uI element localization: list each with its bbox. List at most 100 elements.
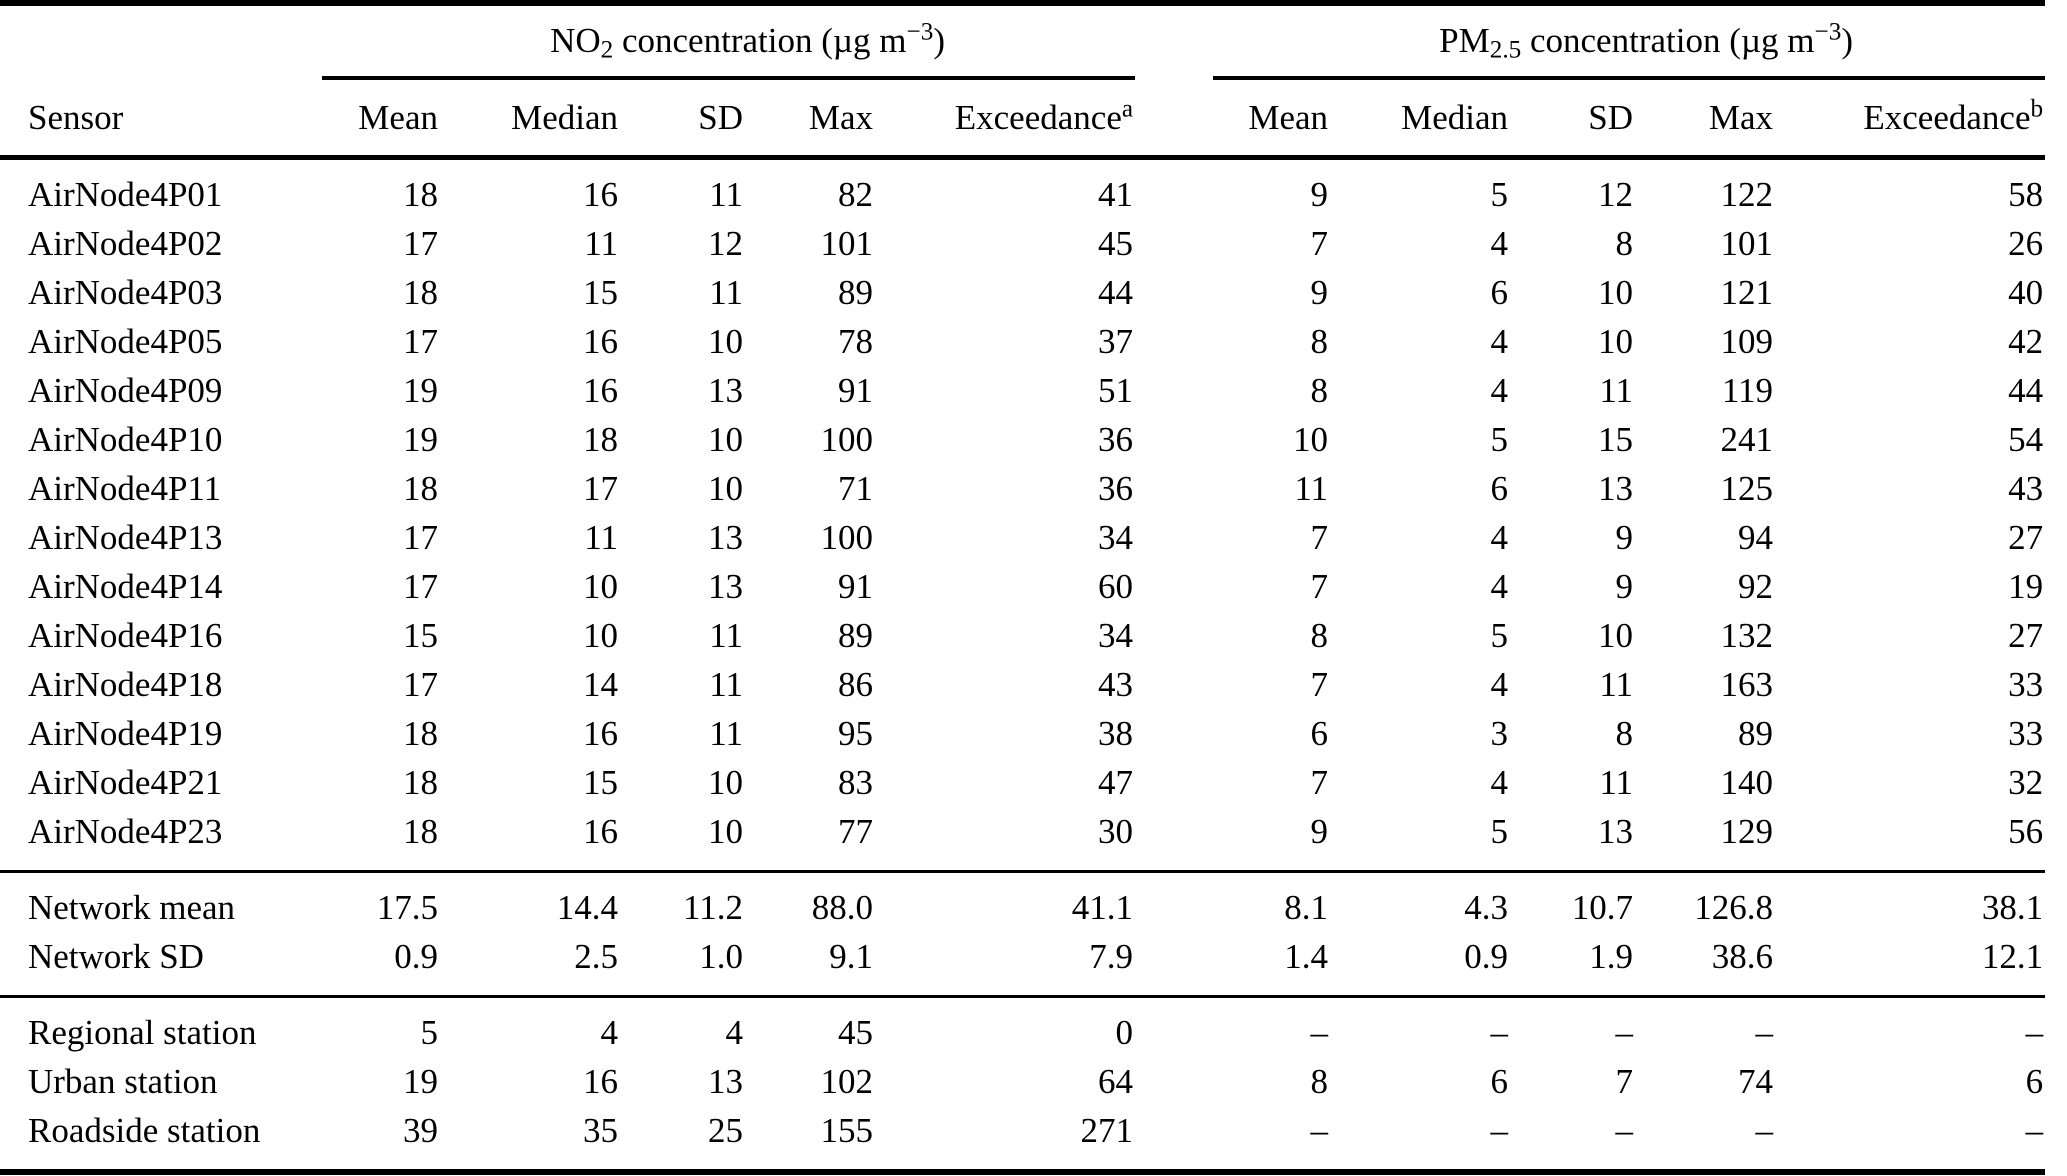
- cell: 4: [620, 995, 745, 1057]
- cell: 271: [1080, 1111, 1134, 1150]
- row-label: Network mean: [0, 870, 310, 932]
- cell: 10: [708, 469, 743, 508]
- cell: 36: [1098, 420, 1134, 459]
- cell: 26: [2008, 224, 2044, 263]
- table-row: Regional station 5 4 4 45 0– – – – –: [0, 995, 2046, 1057]
- cell: 42: [2008, 322, 2044, 361]
- pm25-group-rule: [1213, 76, 2046, 80]
- cell: 13: [1598, 812, 1634, 851]
- cell: 18: [403, 812, 438, 851]
- cell: 4: [1490, 567, 1509, 606]
- cell: 43: [2008, 469, 2044, 508]
- table-row: AirNode4P16 15 10 11 89 34 8 5 10 132 27: [0, 611, 2045, 660]
- cell: 71: [838, 469, 873, 508]
- pm25-subscript: 2.5: [1489, 36, 1522, 64]
- cell: –: [1755, 1111, 1774, 1150]
- cell: 7: [1310, 665, 1329, 704]
- cell: 38: [1098, 714, 1134, 753]
- cell: 5: [310, 995, 440, 1057]
- cell: 14.4: [440, 870, 620, 932]
- table-row: Network mean 17.5 14.4 11.2 88.0 41.1 8.1 4.3 10…: [0, 870, 2046, 932]
- cell: 163: [1720, 665, 1774, 704]
- cell: 44: [2008, 371, 2044, 410]
- sensor-name: AirNode4P14: [28, 567, 223, 606]
- no2-label: NO: [550, 21, 601, 60]
- cell: 41.1: [875, 870, 1136, 932]
- cell: 34: [1098, 616, 1134, 655]
- cell: 16: [583, 322, 618, 361]
- no2-subscript: 2: [600, 36, 614, 64]
- cell: 126.8: [1635, 870, 1776, 932]
- cell: 0: [875, 995, 1136, 1057]
- cell: 56: [2008, 812, 2044, 851]
- cell: 8: [1310, 1062, 1329, 1101]
- cell: 125: [1720, 469, 1774, 508]
- table-row: AirNode4P01 18 16 11 82 41 9 5 12 122 58: [0, 158, 2045, 220]
- cell: 47: [1098, 763, 1134, 802]
- sensor-rows-section: AirNode4P01 18 16 11 82 41 9 5 12 122 58 AirNode4P…: [0, 158, 2045, 872]
- cell: 8: [1310, 322, 1329, 361]
- cell: 8.1: [1135, 870, 1331, 932]
- cell: 11: [1599, 371, 1634, 410]
- row-label: Roadside station: [28, 1111, 261, 1150]
- cell: 77: [838, 812, 873, 851]
- cell: 129: [1720, 812, 1774, 851]
- table-row: Network SD 0.9 2.5 1.0 9.1 7.9 1.4 0.9 1.9 38.6 12…: [0, 932, 2045, 997]
- cell: 19: [403, 420, 438, 459]
- cell: 11: [709, 616, 743, 655]
- cell: 36: [1098, 469, 1134, 508]
- pm25-units-text: concentration (µg m: [1521, 21, 1815, 60]
- cell: 7: [1310, 224, 1329, 263]
- cell: 89: [1738, 714, 1774, 753]
- cell: 11: [584, 224, 618, 263]
- table-row: AirNode4P19 18 16 11 95 38 6 3 8 89 33: [0, 709, 2045, 758]
- cell: 17: [583, 469, 618, 508]
- pm25-exceedance-label: Exceedance: [1863, 97, 2031, 137]
- cell: –: [1635, 995, 1776, 1057]
- cell: 9: [1615, 518, 1634, 557]
- network-summary-section: Network mean 17.5 14.4 11.2 88.0 41.1 8.1 4.3 10…: [0, 870, 2046, 997]
- cell: 92: [1738, 567, 1774, 606]
- column-header-row: Sensor Mean Median SD Max Exceedancea Me…: [0, 80, 2046, 160]
- cell: 155: [820, 1111, 874, 1150]
- cell: 0.9: [1464, 937, 1509, 976]
- cell: 45: [1098, 224, 1134, 263]
- cell: 11: [1599, 665, 1634, 704]
- cell: 119: [1721, 371, 1774, 410]
- pm25-label: PM: [1439, 21, 1490, 60]
- cell: 11: [709, 175, 743, 214]
- pm25-units-close: ): [1841, 21, 1853, 60]
- cell: 8: [1310, 616, 1329, 655]
- col-header-pm25-max: Max: [1635, 80, 1776, 160]
- col-header-no2-exceedance: Exceedancea: [875, 80, 1136, 160]
- cell: 100: [820, 518, 874, 557]
- cell: 40: [2008, 273, 2044, 312]
- cell: 6: [2025, 1062, 2044, 1101]
- group-header-row: NO2 concentration (µg m−3) PM2.5 concent…: [0, 3, 2045, 76]
- no2-exponent: −3: [906, 18, 934, 46]
- cell: 4: [1490, 322, 1509, 361]
- cell: 13: [708, 567, 743, 606]
- cell: 95: [838, 714, 873, 753]
- cell: 11.2: [620, 870, 745, 932]
- cell: 10: [1598, 273, 1634, 312]
- cell: 32: [2008, 763, 2044, 802]
- cell: –: [1775, 995, 2046, 1057]
- cell: 91: [838, 567, 873, 606]
- cell: 19: [403, 1062, 438, 1101]
- table-row: AirNode4P11 18 17 10 71 36 11 6 13 125 43: [0, 464, 2045, 513]
- cell: 9: [1310, 273, 1329, 312]
- cell: –: [2025, 1111, 2044, 1150]
- col-header-pm25-exceedance: Exceedanceb: [1775, 80, 2046, 160]
- cell: 91: [838, 371, 873, 410]
- cell: 8: [1310, 371, 1329, 410]
- cell: 38.1: [1775, 870, 2046, 932]
- cell: 19: [403, 371, 438, 410]
- table-row: AirNode4P05 17 16 10 78 37 8 4 10 109 42: [0, 317, 2045, 366]
- cell: 19: [2008, 567, 2044, 606]
- cell: 109: [1720, 322, 1774, 361]
- cell: 83: [838, 763, 873, 802]
- cell: 16: [583, 714, 618, 753]
- group-rule-row: [0, 76, 2046, 80]
- cell: 58: [2008, 175, 2044, 214]
